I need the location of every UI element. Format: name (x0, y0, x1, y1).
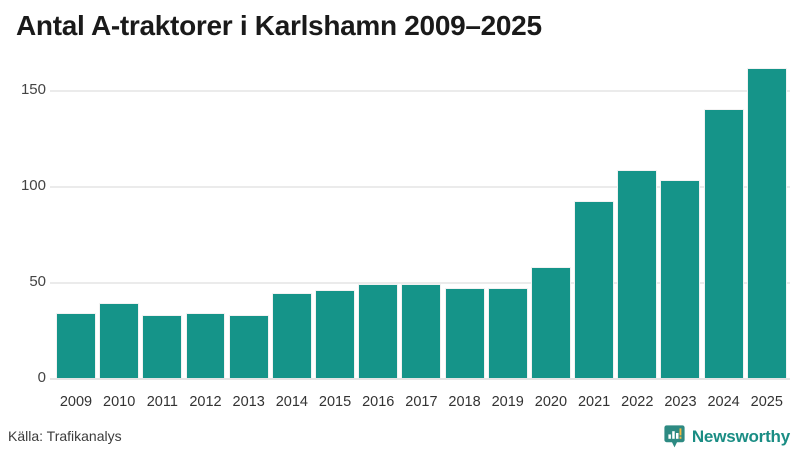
y-tick-label: 100 (20, 176, 46, 194)
bar[interactable] (660, 179, 701, 378)
gridline-0 (50, 378, 790, 380)
x-tick-label: 2023 (664, 394, 697, 410)
x-tick-label: 2015 (318, 394, 352, 410)
x-tick-label: 2016 (362, 394, 395, 410)
gridline-50 (50, 281, 790, 284)
plot-area: 0 50 100 150 (0, 55, 800, 385)
bar-series (56, 55, 790, 385)
bar[interactable] (271, 293, 312, 378)
x-tick-label: 2012 (189, 394, 222, 410)
x-tick-label: 2013 (232, 394, 265, 410)
x-tick-label: 2020 (534, 394, 568, 410)
gridline-150 (50, 89, 790, 92)
x-axis-labels: 2009 2010 2011 2012 2013 2014 2015 2016 2017 2018… (56, 392, 790, 414)
x-tick-label: 2025 (750, 394, 783, 410)
bar[interactable] (142, 314, 183, 378)
x-tick-label: 2009 (59, 394, 93, 410)
y-tick-label: 0 (37, 369, 46, 386)
bar[interactable] (487, 287, 528, 378)
x-tick-label: 2011 (146, 394, 178, 410)
bar[interactable] (401, 283, 442, 378)
bar[interactable] (746, 68, 787, 378)
page-title: Antal A-traktorer i Karlshamn 2009–2025 (16, 10, 542, 41)
x-tick-label: 2022 (621, 394, 654, 410)
bar[interactable] (574, 201, 615, 378)
bar[interactable] (358, 283, 399, 378)
bar[interactable] (56, 312, 96, 378)
bar[interactable] (444, 287, 485, 378)
x-tick-label: 2019 (491, 394, 524, 410)
x-tick-label: 2021 (577, 394, 611, 410)
bar[interactable] (99, 303, 140, 378)
x-tick-label: 2017 (405, 394, 438, 410)
bar[interactable] (617, 170, 658, 378)
bar[interactable] (315, 289, 356, 378)
x-tick-label: 2018 (448, 394, 481, 410)
x-tick-label: 2010 (103, 394, 136, 410)
y-tick-label: 150 (20, 80, 46, 98)
y-tick-label: 50 (29, 272, 46, 290)
bar[interactable] (185, 312, 226, 378)
bar[interactable] (703, 108, 744, 378)
source-note: Källa: Trafikanalys (8, 428, 122, 444)
x-tick-label: 2014 (275, 394, 308, 410)
bar[interactable] (228, 314, 269, 378)
x-tick-label: 2024 (707, 394, 740, 410)
bar-chart-pin-icon (664, 425, 685, 448)
brand-logo[interactable]: Newsworthy (664, 425, 790, 448)
bar[interactable] (530, 266, 571, 378)
gridlines (50, 55, 790, 385)
brand-name: Newsworthy (691, 426, 790, 446)
chart-footer: Källa: Trafikanalys Newsworthy (0, 425, 800, 450)
gridline-100 (50, 185, 790, 188)
y-axis-labels: 0 50 100 150 (0, 55, 46, 385)
